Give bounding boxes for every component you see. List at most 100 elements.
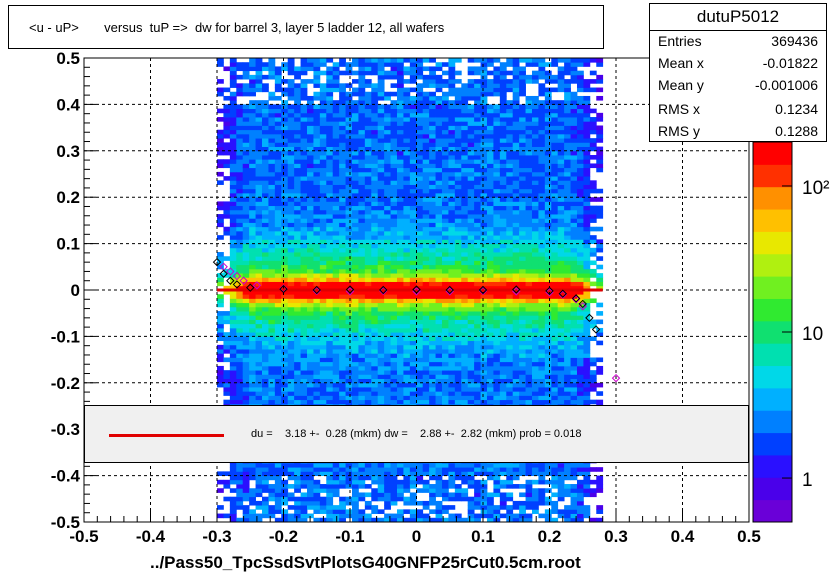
- heat-cell: [281, 138, 289, 143]
- heat-cell: [249, 209, 256, 215]
- heat-cell: [274, 479, 282, 485]
- heat-cell: [409, 509, 417, 514]
- heat-cell: [294, 264, 301, 270]
- heat-cell: [493, 374, 501, 379]
- heat-cell: [454, 391, 462, 396]
- heat-cell: [493, 214, 501, 219]
- heat-cell: [319, 95, 327, 101]
- heat-cell: [217, 370, 224, 375]
- heat-cell: [307, 365, 314, 371]
- heat-cell: [364, 268, 372, 274]
- heat-cell: [358, 184, 366, 190]
- heat-cell: [512, 349, 520, 354]
- heat-cell: [448, 252, 456, 257]
- heat-cell: [467, 374, 475, 379]
- heat-cell: [326, 167, 334, 173]
- heat-cell: [319, 167, 327, 173]
- heat-cell: [358, 306, 366, 312]
- heat-cell: [242, 180, 250, 185]
- heat-cell: [403, 167, 411, 173]
- heat-cell: [429, 159, 436, 164]
- heat-cell: [326, 290, 334, 295]
- heat-cell: [474, 471, 481, 476]
- heat-cell: [429, 163, 436, 169]
- heat-cell: [493, 277, 501, 282]
- heat-cell: [416, 252, 424, 257]
- heat-cell: [512, 513, 520, 519]
- heat-cell: [435, 319, 443, 325]
- heat-cell: [326, 370, 334, 375]
- heat-cell: [274, 336, 282, 342]
- heat-cell: [486, 129, 494, 135]
- heat-cell: [274, 256, 282, 261]
- heat-cell: [480, 370, 488, 375]
- heat-cell: [255, 315, 263, 320]
- heat-cell: [474, 513, 481, 519]
- heat-cell: [281, 467, 289, 472]
- heat-cell: [358, 180, 366, 185]
- heat-cell: [377, 142, 385, 147]
- heat-cell: [313, 277, 321, 282]
- heat-cell: [326, 462, 334, 468]
- heat-cell: [467, 273, 475, 278]
- heat-cell: [441, 171, 449, 177]
- heat-cell: [294, 163, 301, 169]
- heat-cell: [300, 70, 308, 76]
- heat-cell: [281, 353, 289, 358]
- heat-cell: [409, 365, 417, 371]
- heat-cell: [313, 268, 321, 274]
- heat-cell: [339, 243, 346, 249]
- heat-cell: [242, 290, 250, 295]
- heat-cell: [352, 226, 359, 232]
- heat-cell: [262, 260, 269, 266]
- heat-cell: [249, 378, 256, 384]
- heat-cell: [499, 399, 507, 405]
- heat-cell: [409, 336, 417, 342]
- heat-cell: [236, 150, 244, 156]
- heat-cell: [525, 298, 533, 304]
- heat-cell: [287, 108, 295, 114]
- heat-cell: [506, 214, 514, 219]
- heat-cell: [416, 513, 424, 519]
- heat-cell: [493, 273, 501, 278]
- heat-cell: [294, 323, 301, 329]
- heat-cell: [223, 159, 231, 164]
- heat-cell: [454, 315, 462, 320]
- heat-cell: [294, 395, 301, 401]
- heat-cell: [371, 256, 379, 261]
- heat-cell: [506, 108, 514, 114]
- heat-cell: [429, 467, 436, 472]
- heat-cell: [217, 327, 224, 333]
- heat-cell: [396, 222, 404, 228]
- heat-cell: [416, 87, 424, 93]
- heat-cell: [236, 197, 244, 202]
- heat-cell: [390, 201, 398, 207]
- heat-cell: [467, 218, 475, 223]
- heat-cell: [313, 471, 321, 476]
- heat-cell: [313, 112, 321, 118]
- heat-cell: [377, 167, 385, 173]
- heat-cell: [377, 201, 385, 207]
- heat-cell: [467, 112, 475, 118]
- heat-cell: [236, 492, 244, 498]
- heat-cell: [512, 374, 520, 379]
- heat-cell: [371, 62, 379, 67]
- heat-cell: [506, 205, 514, 211]
- heat-cell: [403, 517, 411, 523]
- heat-cell: [300, 492, 308, 498]
- heat-cell: [390, 306, 398, 312]
- heat-cell: [422, 235, 430, 240]
- heat-cell: [307, 387, 314, 392]
- heat-cell: [390, 290, 398, 295]
- heat-cell: [326, 66, 334, 72]
- heat-cell: [448, 517, 456, 523]
- heat-cell: [242, 117, 250, 122]
- heat-cell: [332, 83, 340, 88]
- heat-cell: [364, 112, 372, 118]
- heat-cell: [287, 112, 295, 118]
- heat-cell: [371, 378, 379, 384]
- heat-cell: [332, 222, 340, 228]
- heat-cell: [441, 62, 449, 67]
- heat-cell: [461, 382, 469, 388]
- heat-cell: [300, 235, 308, 240]
